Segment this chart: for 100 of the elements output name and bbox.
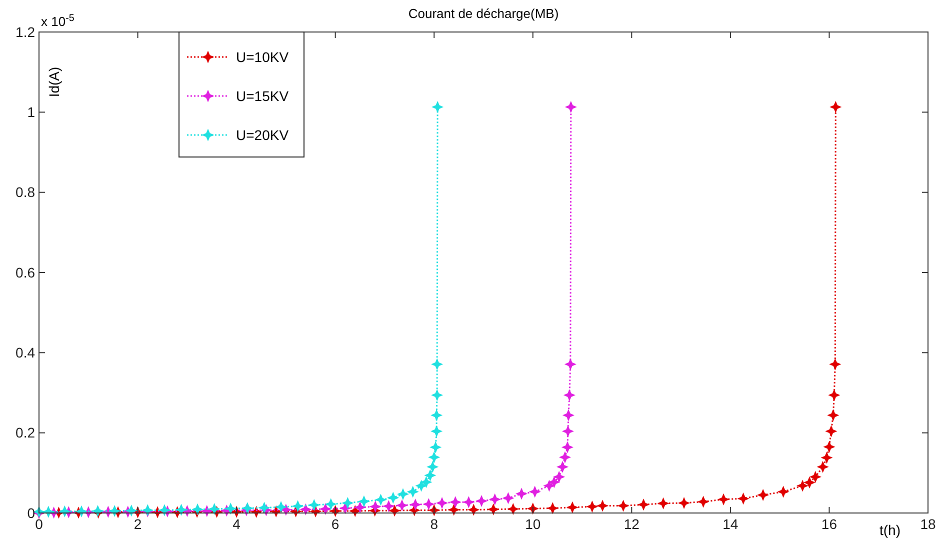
point (358, 496, 370, 507)
point (370, 501, 381, 512)
point (826, 426, 837, 437)
legend-label: U=20KV (236, 126, 290, 143)
point (544, 480, 555, 492)
point (804, 477, 815, 488)
point (527, 503, 538, 514)
point (126, 505, 137, 516)
point (797, 480, 808, 492)
point (420, 476, 432, 488)
point (565, 358, 576, 370)
point (564, 390, 575, 401)
point (300, 504, 312, 515)
point (547, 502, 558, 514)
point (618, 500, 629, 512)
point (562, 442, 573, 453)
point (432, 358, 442, 370)
text: x 10$^{-5}$ (41, 12, 75, 29)
point (488, 504, 499, 515)
point (450, 496, 461, 508)
point (375, 494, 386, 506)
point (563, 410, 574, 421)
point (476, 496, 487, 506)
point (830, 102, 842, 112)
point (557, 462, 568, 472)
x-tick-label: 4 (232, 516, 241, 532)
point (489, 494, 500, 505)
point (208, 504, 220, 514)
point (566, 102, 576, 112)
point (192, 504, 203, 515)
point (698, 496, 709, 508)
point (778, 486, 789, 498)
point (529, 486, 540, 498)
point (388, 492, 399, 504)
point (738, 493, 749, 504)
y-tick-label: 1.2 (16, 24, 36, 40)
point (258, 502, 270, 514)
point (308, 500, 320, 510)
legend-label: U=10KV (236, 48, 290, 65)
x-tick-label: 16 (821, 516, 838, 532)
x-tick-label: 2 (134, 516, 142, 532)
y-tick-label: 1 (27, 104, 36, 120)
point (830, 358, 841, 370)
point (508, 504, 519, 514)
point (678, 498, 690, 508)
point (758, 490, 768, 500)
point (431, 410, 442, 421)
point (109, 506, 120, 516)
point (383, 500, 394, 512)
point (638, 499, 649, 510)
y-tick-label: 0.2 (16, 424, 36, 441)
point (597, 500, 608, 512)
point (828, 390, 840, 401)
point (76, 506, 87, 517)
point (410, 499, 421, 510)
point (436, 498, 448, 508)
point (416, 480, 427, 492)
point (562, 426, 574, 437)
point (468, 504, 480, 516)
point (430, 442, 441, 453)
point (548, 476, 560, 488)
point (817, 462, 828, 472)
point (423, 498, 434, 510)
point (428, 452, 440, 463)
x-axis-title: t(h) (880, 522, 900, 538)
point (567, 502, 578, 513)
point (398, 488, 408, 500)
point (821, 452, 832, 464)
chart-title: Courant de décharge(MB) (408, 6, 559, 21)
x-tick-label: 8 (430, 516, 438, 532)
point (325, 498, 336, 510)
point (516, 488, 527, 500)
y-tick-label: 0 (27, 504, 36, 521)
point (448, 504, 460, 516)
legend-label: U=15KV (236, 88, 290, 104)
point (276, 502, 286, 512)
x-tick-label: 12 (624, 516, 640, 532)
point (159, 504, 170, 516)
point (658, 498, 669, 509)
point (59, 506, 70, 517)
point (432, 102, 443, 112)
point (320, 504, 331, 514)
x-tick-label: 6 (331, 516, 340, 532)
point (225, 503, 236, 514)
point (176, 504, 187, 516)
point (431, 426, 442, 437)
y-axis-title: Id(A) (46, 66, 62, 98)
point (424, 470, 436, 481)
point (828, 410, 839, 421)
x-tick-label: 18 (920, 516, 936, 532)
point (427, 462, 438, 472)
x-tick-label: 14 (722, 516, 738, 532)
point (810, 472, 821, 482)
y-tick-label: 0.6 (16, 264, 36, 280)
point (292, 500, 304, 512)
point (342, 498, 354, 508)
x-tick-label: 10 (525, 516, 541, 532)
point (407, 486, 418, 498)
y-tick-label: 0.8 (16, 184, 36, 200)
point (502, 492, 514, 504)
